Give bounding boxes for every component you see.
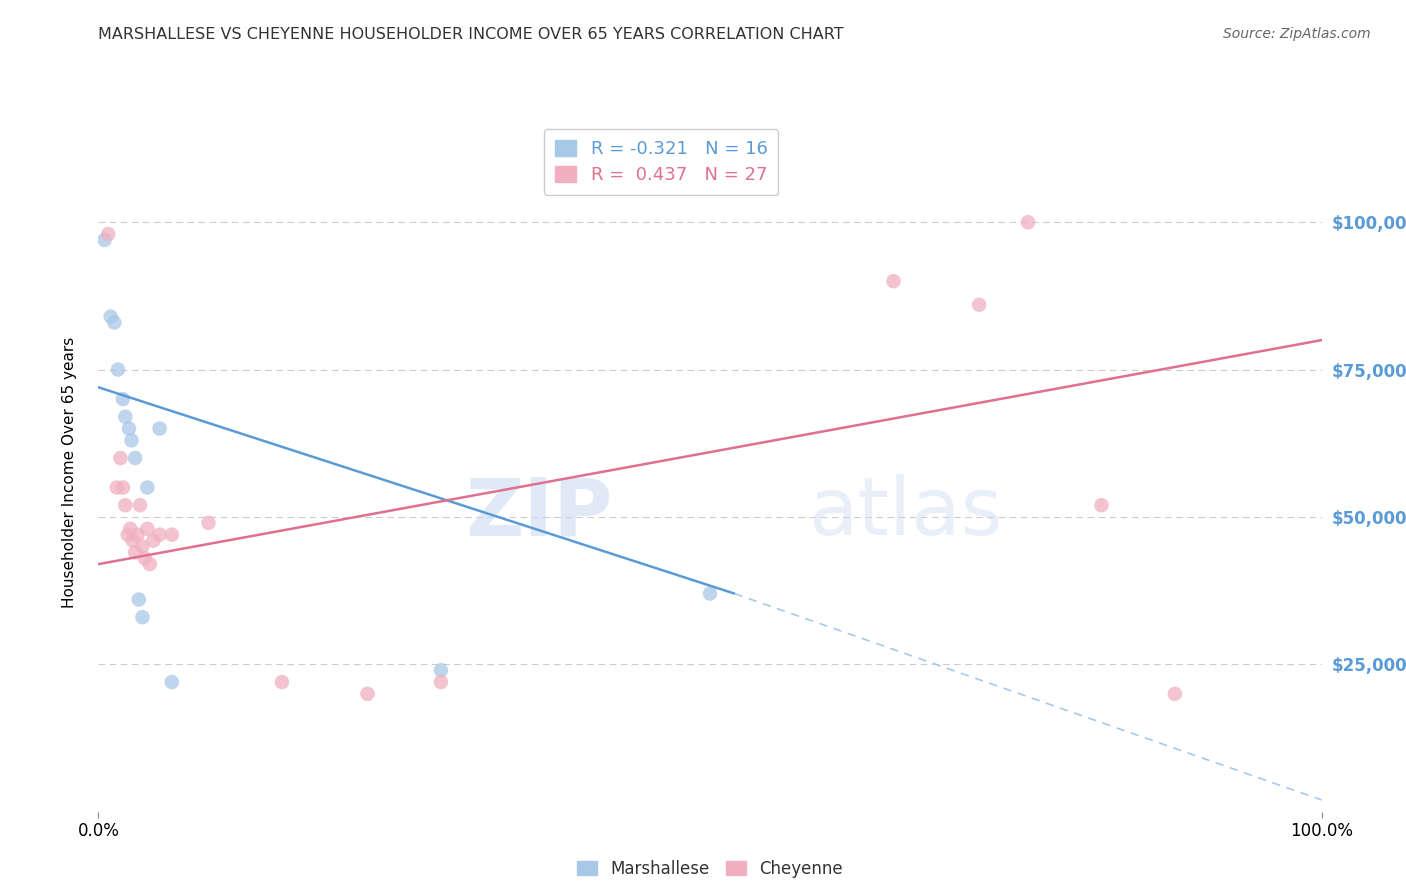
Point (114, 409, 136, 424)
Point (160, 675, 183, 690)
Text: ZIP: ZIP (465, 475, 612, 552)
Point (124, 545, 146, 559)
Point (110, 450, 132, 465)
Point (699, 586, 721, 600)
Point (131, 610, 153, 624)
Point (197, 516, 219, 530)
Point (111, 481, 134, 495)
Point (107, 362, 129, 376)
Point (128, 592, 150, 607)
Point (117, 527, 139, 541)
Point (270, 675, 294, 690)
Point (160, 527, 183, 541)
Point (97, 227, 120, 241)
Point (103, 315, 125, 329)
Point (136, 481, 159, 495)
Point (129, 498, 152, 512)
Point (430, 663, 453, 677)
Text: atlas: atlas (808, 475, 1002, 552)
Point (131, 540, 153, 554)
Point (121, 533, 143, 548)
Point (149, 527, 172, 541)
Point (100, 310, 122, 324)
Point (1017, 215, 1039, 229)
Point (430, 675, 453, 690)
Point (149, 421, 172, 435)
Legend: Marshallese, Cheyenne: Marshallese, Cheyenne (571, 854, 849, 885)
Point (105, 481, 128, 495)
Point (118, 421, 141, 435)
Point (356, 687, 378, 701)
Point (93, 233, 115, 247)
Point (134, 551, 156, 566)
Point (114, 498, 136, 512)
Point (127, 527, 149, 541)
Point (124, 450, 146, 465)
Point (1164, 687, 1187, 701)
Point (967, 298, 990, 312)
Point (139, 557, 162, 571)
Point (111, 392, 134, 406)
Point (1090, 498, 1112, 512)
Text: MARSHALLESE VS CHEYENNE HOUSEHOLDER INCOME OVER 65 YEARS CORRELATION CHART: MARSHALLESE VS CHEYENNE HOUSEHOLDER INCO… (98, 27, 844, 42)
Point (136, 522, 159, 536)
Point (120, 434, 142, 448)
Text: Source: ZipAtlas.com: Source: ZipAtlas.com (1223, 27, 1371, 41)
Y-axis label: Householder Income Over 65 years: Householder Income Over 65 years (62, 337, 77, 608)
Point (142, 533, 165, 548)
Point (883, 274, 905, 288)
Point (120, 522, 142, 536)
